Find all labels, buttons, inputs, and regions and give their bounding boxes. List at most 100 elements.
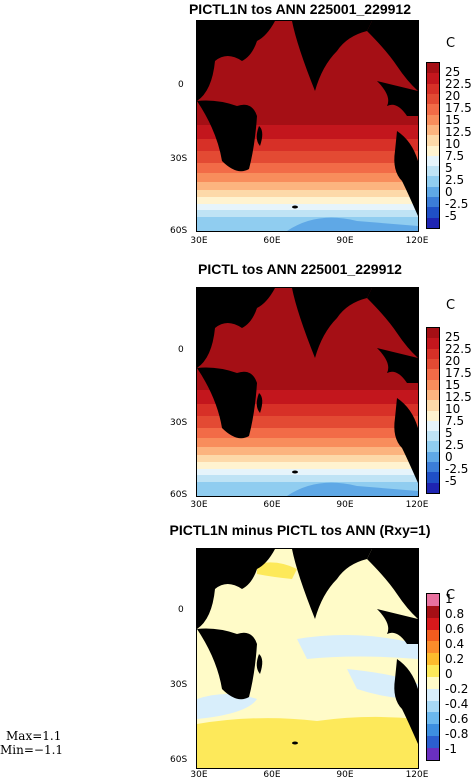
lon-label: 60E [263, 770, 281, 780]
colorbar-label: 5 [445, 426, 453, 440]
colorbar-label: 17.5 [445, 366, 472, 380]
colorbar-swatch [427, 389, 439, 401]
panel-pictl1n: PICTL1N tos ANN 225001_229912 0 3 [0, 0, 476, 260]
colorbar-label: 17.5 [445, 101, 472, 115]
colorbar-label: 7.5 [445, 149, 465, 163]
colorbar-swatch [427, 186, 439, 198]
colorbar-label: -5 [445, 474, 457, 488]
colorbar-swatch [427, 135, 439, 146]
colorbar-label: 15 [445, 378, 461, 392]
lon-label: 90E [336, 770, 354, 780]
colorbar-label: 7.5 [445, 414, 465, 428]
colorbar-label: 10 [445, 402, 461, 416]
lat-label: 60S [170, 226, 188, 236]
colorbar-swatch [427, 358, 439, 370]
colorbar-swatch [427, 176, 439, 187]
colorbar-swatch [427, 83, 439, 94]
colorbar-label: 20 [445, 354, 461, 368]
colorbar [426, 327, 440, 494]
colorbar-label: -0.2 [445, 682, 469, 696]
colorbar-swatch [427, 124, 439, 136]
lon-label: 60E [263, 236, 281, 246]
colorbar-swatch [427, 688, 439, 701]
lat-label: 0 [178, 80, 184, 90]
colorbar-label: 0 [445, 667, 453, 681]
colorbar-label: 2.5 [445, 438, 465, 452]
colorbar-swatch [427, 348, 439, 359]
colorbar-swatch [427, 441, 439, 452]
colorbar-label: 2.5 [445, 173, 465, 187]
colorbar-label: 0.8 [445, 607, 465, 621]
colorbar-swatch [427, 93, 439, 105]
panel-title: PICTL tos ANN 225001_229912 [198, 261, 402, 277]
colorbar-swatch [427, 700, 439, 713]
colorbar-swatch [427, 605, 439, 618]
colorbar-swatch [427, 217, 439, 228]
colorbar-swatch [427, 73, 439, 84]
colorbar-swatch [427, 63, 439, 74]
colorbar-label: 12.5 [445, 390, 472, 404]
colorbar-swatch [427, 338, 439, 349]
lon-label: 120E [405, 236, 429, 246]
lat-label: 0 [178, 345, 184, 355]
colorbar-swatch [427, 482, 439, 493]
colorbar-swatch [427, 104, 439, 115]
colorbar-swatch [427, 653, 439, 666]
sst-difference-map [196, 548, 419, 769]
colorbar [426, 62, 440, 229]
sst-map [196, 20, 419, 232]
colorbar-swatch [427, 451, 439, 463]
colorbar-swatch [427, 724, 439, 737]
colorbar-swatch [427, 379, 439, 390]
panel-pictl: PICTL tos ANN 225001_229912 0 30S [0, 260, 476, 510]
colorbar-label: 0.4 [445, 637, 465, 651]
colorbar-swatch [427, 472, 439, 483]
colorbar-label: -5 [445, 209, 457, 223]
lon-label: 30E [190, 500, 208, 510]
map-image [197, 288, 418, 496]
unit-label: C [446, 298, 456, 313]
colorbar-label: -0.4 [445, 697, 469, 711]
colorbar-swatch [427, 676, 439, 689]
lat-label: 60S [170, 755, 188, 765]
colorbar-swatch [427, 166, 439, 177]
colorbar-label: -0.6 [445, 712, 469, 726]
colorbar-label: 15 [445, 113, 461, 127]
colorbar-swatch [427, 328, 439, 339]
lon-label: 60E [263, 500, 281, 510]
lon-label: 90E [336, 236, 354, 246]
panel-title: PICTL1N minus PICTL tos ANN (Rxy=1) [169, 522, 431, 538]
colorbar-swatch [427, 712, 439, 725]
lon-label: 120E [405, 500, 429, 510]
colorbar-label: 0 [445, 185, 453, 199]
lon-label: 90E [336, 500, 354, 510]
colorbar-swatch [427, 665, 439, 677]
unit-label: C [446, 588, 456, 603]
colorbar-label: 20 [445, 89, 461, 103]
colorbar-swatch [427, 155, 439, 167]
colorbar-swatch [427, 410, 439, 421]
min-value: Min=−1.1 [0, 743, 64, 757]
colorbar-label: 22.5 [445, 342, 472, 356]
colorbar-swatch [427, 400, 439, 411]
colorbar-swatch [427, 617, 439, 630]
map-image [197, 549, 418, 768]
lon-label: 120E [405, 770, 429, 780]
colorbar-label: 1 [445, 592, 453, 606]
colorbar-swatch [427, 145, 439, 156]
lat-label: 0 [178, 605, 184, 615]
colorbar-swatch [427, 736, 439, 748]
colorbar-swatch [427, 420, 439, 432]
lat-label: 30S [170, 680, 188, 690]
colorbar-swatch [427, 629, 439, 642]
colorbar-label: 0 [445, 450, 453, 464]
colorbar-label: 0.2 [445, 652, 465, 666]
colorbar-label: -1 [445, 742, 457, 756]
colorbar-swatch [427, 369, 439, 380]
colorbar-swatch [427, 431, 439, 442]
colorbar-swatch [427, 462, 439, 473]
lat-label: 30S [170, 418, 188, 428]
lon-label: 30E [190, 236, 208, 246]
colorbar-label: 25 [445, 330, 461, 344]
colorbar-label: -2.5 [445, 462, 469, 476]
